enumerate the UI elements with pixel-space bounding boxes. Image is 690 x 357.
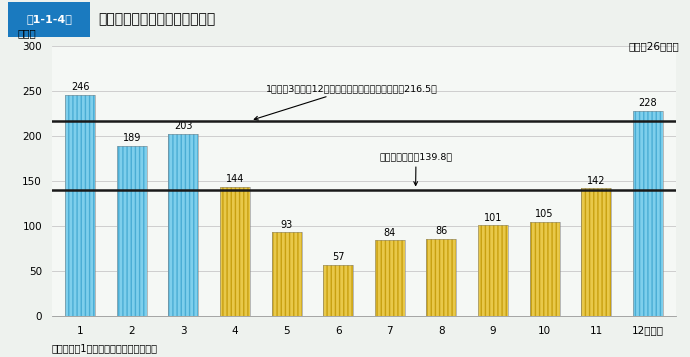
Bar [168, 134, 198, 316]
FancyBboxPatch shape [8, 2, 90, 37]
Text: 86: 86 [435, 226, 448, 236]
Bar [633, 111, 663, 316]
Bar [168, 134, 198, 316]
Text: 年間の月平均：139.8人: 年間の月平均：139.8人 [380, 152, 453, 185]
Text: 203: 203 [174, 121, 193, 131]
Text: （備考）　1　「火災報告」により作成: （備考） 1 「火災報告」により作成 [52, 343, 158, 353]
Text: 月別の火災による死者発生状況: 月別の火災による死者発生状況 [98, 12, 215, 26]
Bar [633, 111, 663, 316]
Bar [581, 188, 611, 316]
Text: 84: 84 [384, 228, 396, 238]
Text: 189: 189 [123, 134, 141, 144]
Text: 105: 105 [535, 209, 554, 219]
Bar [426, 239, 456, 316]
Bar [323, 265, 353, 316]
Bar [323, 265, 353, 316]
Bar [272, 232, 302, 316]
Bar [117, 146, 147, 316]
Text: 144: 144 [226, 174, 244, 184]
Bar [581, 188, 611, 316]
Text: 101: 101 [484, 212, 502, 222]
Bar [478, 225, 508, 316]
Bar [375, 241, 405, 316]
Text: 57: 57 [332, 252, 344, 262]
Bar [220, 187, 250, 316]
Bar [530, 222, 560, 316]
Bar [426, 239, 456, 316]
Bar [375, 241, 405, 316]
Bar [117, 146, 147, 316]
Text: ㅧ1-1-4図: ㅧ1-1-4図 [26, 14, 72, 24]
Bar [65, 95, 95, 316]
Text: 228: 228 [638, 99, 657, 109]
Bar [272, 232, 302, 316]
Text: 142: 142 [587, 176, 605, 186]
Bar [478, 225, 508, 316]
Text: 1月か劙3月及甤12月の火災による死者数の平均：216.5人: 1月か劙3月及甤12月の火災による死者数の平均：216.5人 [255, 84, 437, 120]
Text: 246: 246 [71, 82, 90, 92]
Bar [220, 187, 250, 316]
Bar [65, 95, 95, 316]
Text: （人）: （人） [17, 28, 36, 38]
Bar [530, 222, 560, 316]
Text: 93: 93 [280, 220, 293, 230]
Text: （平成26年中）: （平成26年中） [629, 41, 680, 51]
